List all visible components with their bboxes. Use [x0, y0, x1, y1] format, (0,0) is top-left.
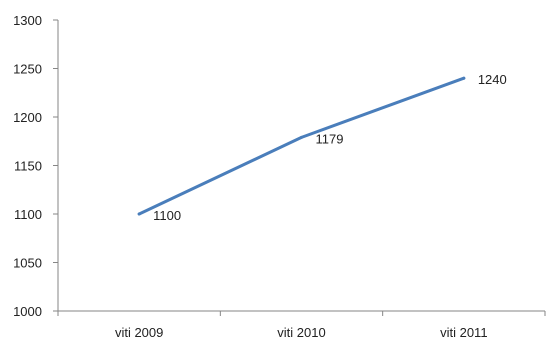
x-tick-label: viti 2009: [115, 325, 163, 340]
data-label: 1179: [316, 131, 344, 146]
data-point: [137, 212, 141, 216]
data-label: 1240: [478, 72, 507, 87]
x-tick-label: viti 2010: [277, 325, 325, 340]
chart-axes: [53, 20, 545, 312]
series-line: [137, 76, 466, 216]
y-tick-label: 1050: [13, 256, 42, 271]
data-point: [462, 76, 466, 80]
y-tick-label: 1100: [14, 207, 42, 222]
data-point: [300, 135, 303, 139]
y-tick-label: 1000: [13, 304, 42, 319]
y-tick-label: 1150: [14, 159, 42, 174]
y-axis-ticks: 1000 1050 1100 1150 1200 1250 1300: [13, 13, 58, 319]
y-tick-label: 1250: [13, 62, 42, 77]
y-tick-label: 1300: [13, 13, 42, 28]
y-tick-label: 1200: [13, 110, 42, 125]
data-labels: 1100 1179 1240: [153, 72, 507, 223]
data-label: 1100: [153, 208, 181, 223]
x-axis-ticks: viti 2009 viti 2010 viti 2011: [57, 311, 546, 340]
chart-series: [137, 76, 466, 216]
x-tick-label: viti 2011: [440, 325, 487, 340]
